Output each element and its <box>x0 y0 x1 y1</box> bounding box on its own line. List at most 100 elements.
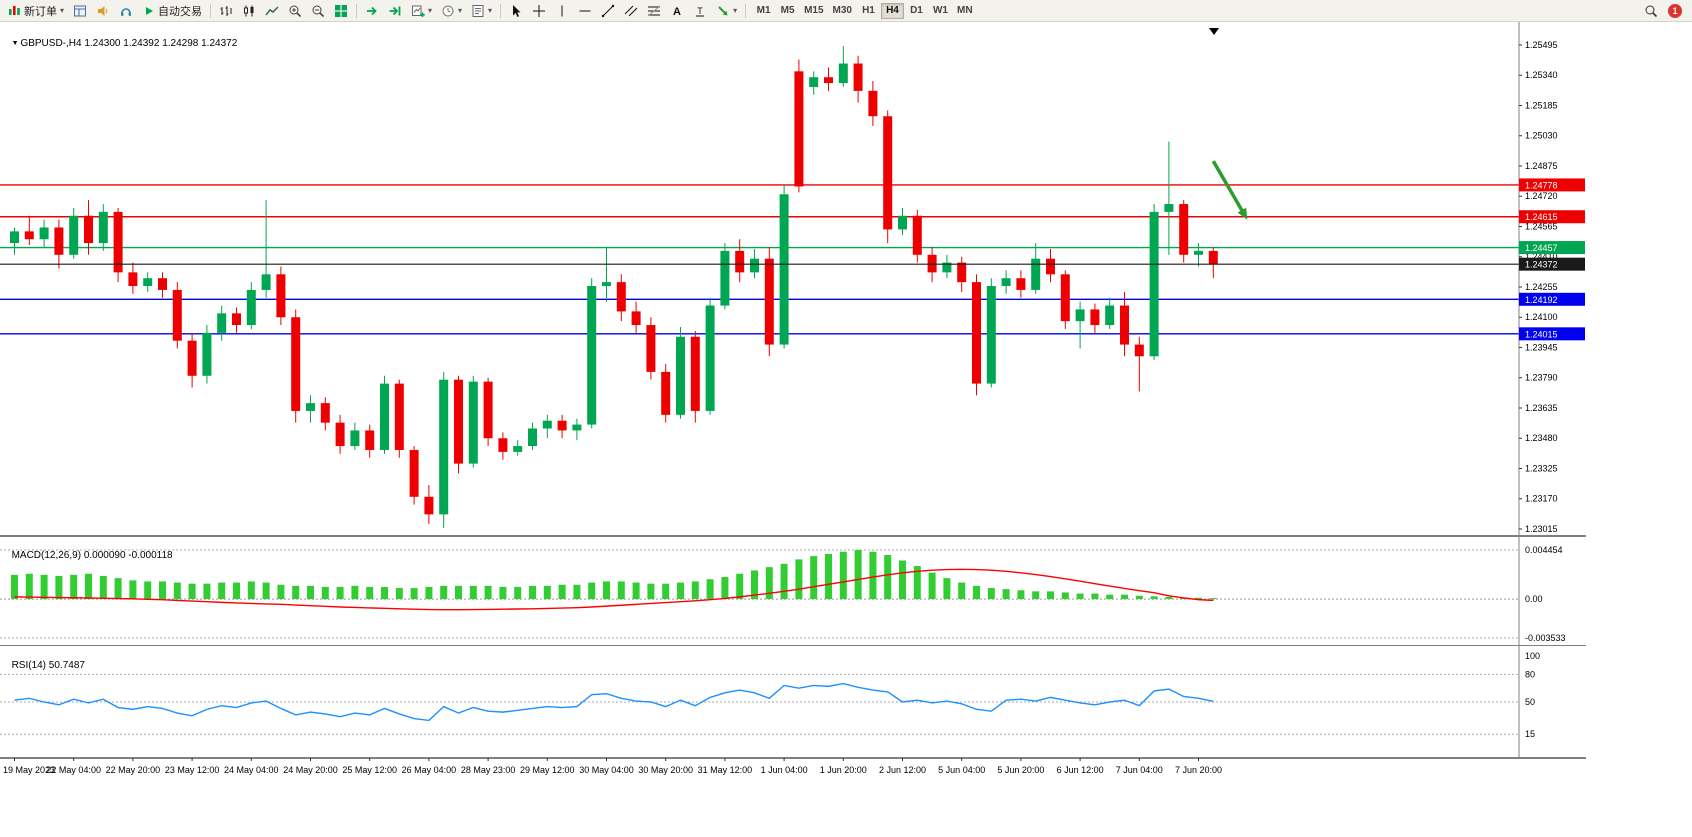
timeframe-d1-button[interactable]: D1 <box>905 3 928 19</box>
svg-text:1.25495: 1.25495 <box>1525 40 1558 50</box>
svg-text:31 May 12:00: 31 May 12:00 <box>698 765 753 775</box>
cursor-tool-button[interactable] <box>505 2 527 20</box>
line-chart-mode-button[interactable] <box>261 2 283 20</box>
vertical-line-icon <box>561 5 563 16</box>
macd-readout: 0.000090 -0.000118 <box>83 550 173 561</box>
svg-text:26 May 04:00: 26 May 04:00 <box>402 765 457 775</box>
svg-text:1.25185: 1.25185 <box>1525 100 1558 110</box>
timeframe-h4-button[interactable]: H4 <box>880 2 904 19</box>
market-watch-button[interactable] <box>69 2 91 20</box>
svg-text:1.24720: 1.24720 <box>1525 191 1558 201</box>
notification-badge[interactable]: 1 <box>1668 3 1682 18</box>
rsi-pane[interactable]: 100 80 50 15 <box>0 646 1692 758</box>
svg-text:5 Jun 04:00: 5 Jun 04:00 <box>938 765 985 775</box>
zoom-out-icon <box>312 5 325 17</box>
vertical-line-tool-button[interactable] <box>551 2 573 20</box>
chevron-down-icon: ▾ <box>488 5 493 15</box>
trendline-tool-button[interactable] <box>597 2 619 20</box>
sound-button[interactable] <box>92 2 114 20</box>
macd-label: MACD(12,26,9) 0.000090 -0.000118 <box>6 539 173 561</box>
tile-windows-button[interactable] <box>330 2 352 20</box>
svg-text:2 Jun 12:00: 2 Jun 12:00 <box>879 765 926 775</box>
timeframe-m1-button[interactable]: M1 <box>752 3 775 19</box>
chart-shift-button[interactable] <box>384 2 406 20</box>
bar-chart-mode-button[interactable] <box>215 2 237 20</box>
svg-text:1.24100: 1.24100 <box>1525 312 1558 322</box>
svg-text:22 May 20:00: 22 May 20:00 <box>106 765 161 775</box>
svg-text:6 Jun 12:00: 6 Jun 12:00 <box>1057 765 1104 775</box>
window-layout-icon <box>74 5 87 16</box>
timeframe-w1-button[interactable]: W1 <box>929 3 952 19</box>
templates-button[interactable]: ▾ <box>467 2 496 20</box>
macd-pane[interactable]: 0.004454 0.00 -0.003533 <box>0 536 1692 646</box>
rsi-svg[interactable]: 100 80 50 15 <box>0 646 1692 758</box>
play-icon <box>146 6 154 15</box>
price-chart-svg[interactable]: 1.25495 1.25340 1.25185 1.25030 1.24875 1.247… <box>0 22 1692 536</box>
svg-text:19 May 2023: 19 May 2023 <box>3 765 55 775</box>
timeframe-m30-button[interactable]: M30 <box>829 3 856 19</box>
timeframe-mn-button[interactable]: MN <box>953 3 977 19</box>
crosshair-icon <box>533 4 546 17</box>
ohlc-readout: 1.24300 1.24392 1.24298 1.24372 <box>84 38 238 49</box>
channel-tool-button[interactable] <box>620 2 642 20</box>
chevron-down-icon: ▾ <box>733 5 738 15</box>
svg-text:100: 100 <box>1525 651 1540 661</box>
new-order-button[interactable]: 新订单 ▾ <box>4 2 68 20</box>
symbol-period-label: GBPUSD-,H4 <box>20 38 82 49</box>
svg-text:1 Jun 04:00: 1 Jun 04:00 <box>761 765 808 775</box>
svg-text:1.23945: 1.23945 <box>1525 342 1558 352</box>
svg-text:T: T <box>697 6 703 16</box>
crosshair-tool-button[interactable] <box>528 2 550 20</box>
svg-text:1.24410: 1.24410 <box>1525 252 1558 262</box>
toolbar-separator <box>210 3 212 18</box>
svg-text:15: 15 <box>1525 729 1535 739</box>
toolbar-separator <box>500 3 502 18</box>
text-icon: A <box>673 6 681 18</box>
speaker-icon <box>98 5 108 16</box>
svg-text:1.24015: 1.24015 <box>1525 329 1558 339</box>
horizontal-line-tool-button[interactable] <box>574 2 596 20</box>
arrows-tool-button[interactable]: ▾ <box>712 2 741 20</box>
macd-svg[interactable]: 0.004454 0.00 -0.003533 <box>0 536 1692 646</box>
svg-text:1.23480: 1.23480 <box>1525 433 1558 443</box>
timeframe-m15-button[interactable]: M15 <box>800 3 827 19</box>
svg-text:1.24192: 1.24192 <box>1525 295 1558 305</box>
zoom-in-button[interactable] <box>284 2 306 20</box>
tile-windows-icon <box>335 4 348 17</box>
auto-scroll-button[interactable] <box>361 2 383 20</box>
macd-title: MACD(12,26,9) <box>11 550 82 561</box>
svg-text:1.24778: 1.24778 <box>1525 180 1558 190</box>
candlestick-mode-button[interactable] <box>238 2 260 20</box>
search-button[interactable] <box>1640 2 1662 20</box>
text-label-icon: T <box>696 6 705 16</box>
text-tool-button[interactable]: A <box>666 2 688 20</box>
svg-text:A: A <box>673 6 681 18</box>
svg-text:1.24255: 1.24255 <box>1525 282 1558 292</box>
support-button[interactable] <box>115 2 137 20</box>
rsi-title: RSI(14) <box>11 660 47 671</box>
fibonacci-tool-button[interactable] <box>643 2 665 20</box>
svg-text:28 May 23:00: 28 May 23:00 <box>461 765 516 775</box>
svg-text:5 Jun 20:00: 5 Jun 20:00 <box>997 765 1044 775</box>
zoom-out-button[interactable] <box>307 2 329 20</box>
arrow-shape-icon <box>718 5 728 15</box>
new-order-icon <box>9 5 20 15</box>
horizontal-line-icon <box>579 10 591 11</box>
profiles-button[interactable]: ▾ <box>437 2 466 20</box>
auto-trading-label: 自动交易 <box>158 5 203 18</box>
svg-text:30 May 20:00: 30 May 20:00 <box>638 765 693 775</box>
chevron-down-icon: ▾ <box>428 5 433 15</box>
svg-text:1.25030: 1.25030 <box>1525 131 1558 141</box>
text-label-tool-button[interactable]: T <box>689 2 711 20</box>
timeframe-h1-button[interactable]: H1 <box>857 3 880 19</box>
timeframe-m5-button[interactable]: M5 <box>776 3 799 19</box>
new-chart-button[interactable]: ▾ <box>407 2 436 20</box>
svg-text:1.24875: 1.24875 <box>1525 161 1558 171</box>
toolbar: 新订单 ▾ 自动交易 <box>0 0 1692 22</box>
price-chart-pane[interactable]: 1.25495 1.25340 1.25185 1.25030 1.24875 1.247… <box>0 22 1692 536</box>
candlestick-icon <box>244 5 254 16</box>
zoom-in-icon <box>289 5 302 17</box>
headset-icon <box>121 7 132 16</box>
auto-trading-button[interactable]: 自动交易 <box>138 2 206 20</box>
